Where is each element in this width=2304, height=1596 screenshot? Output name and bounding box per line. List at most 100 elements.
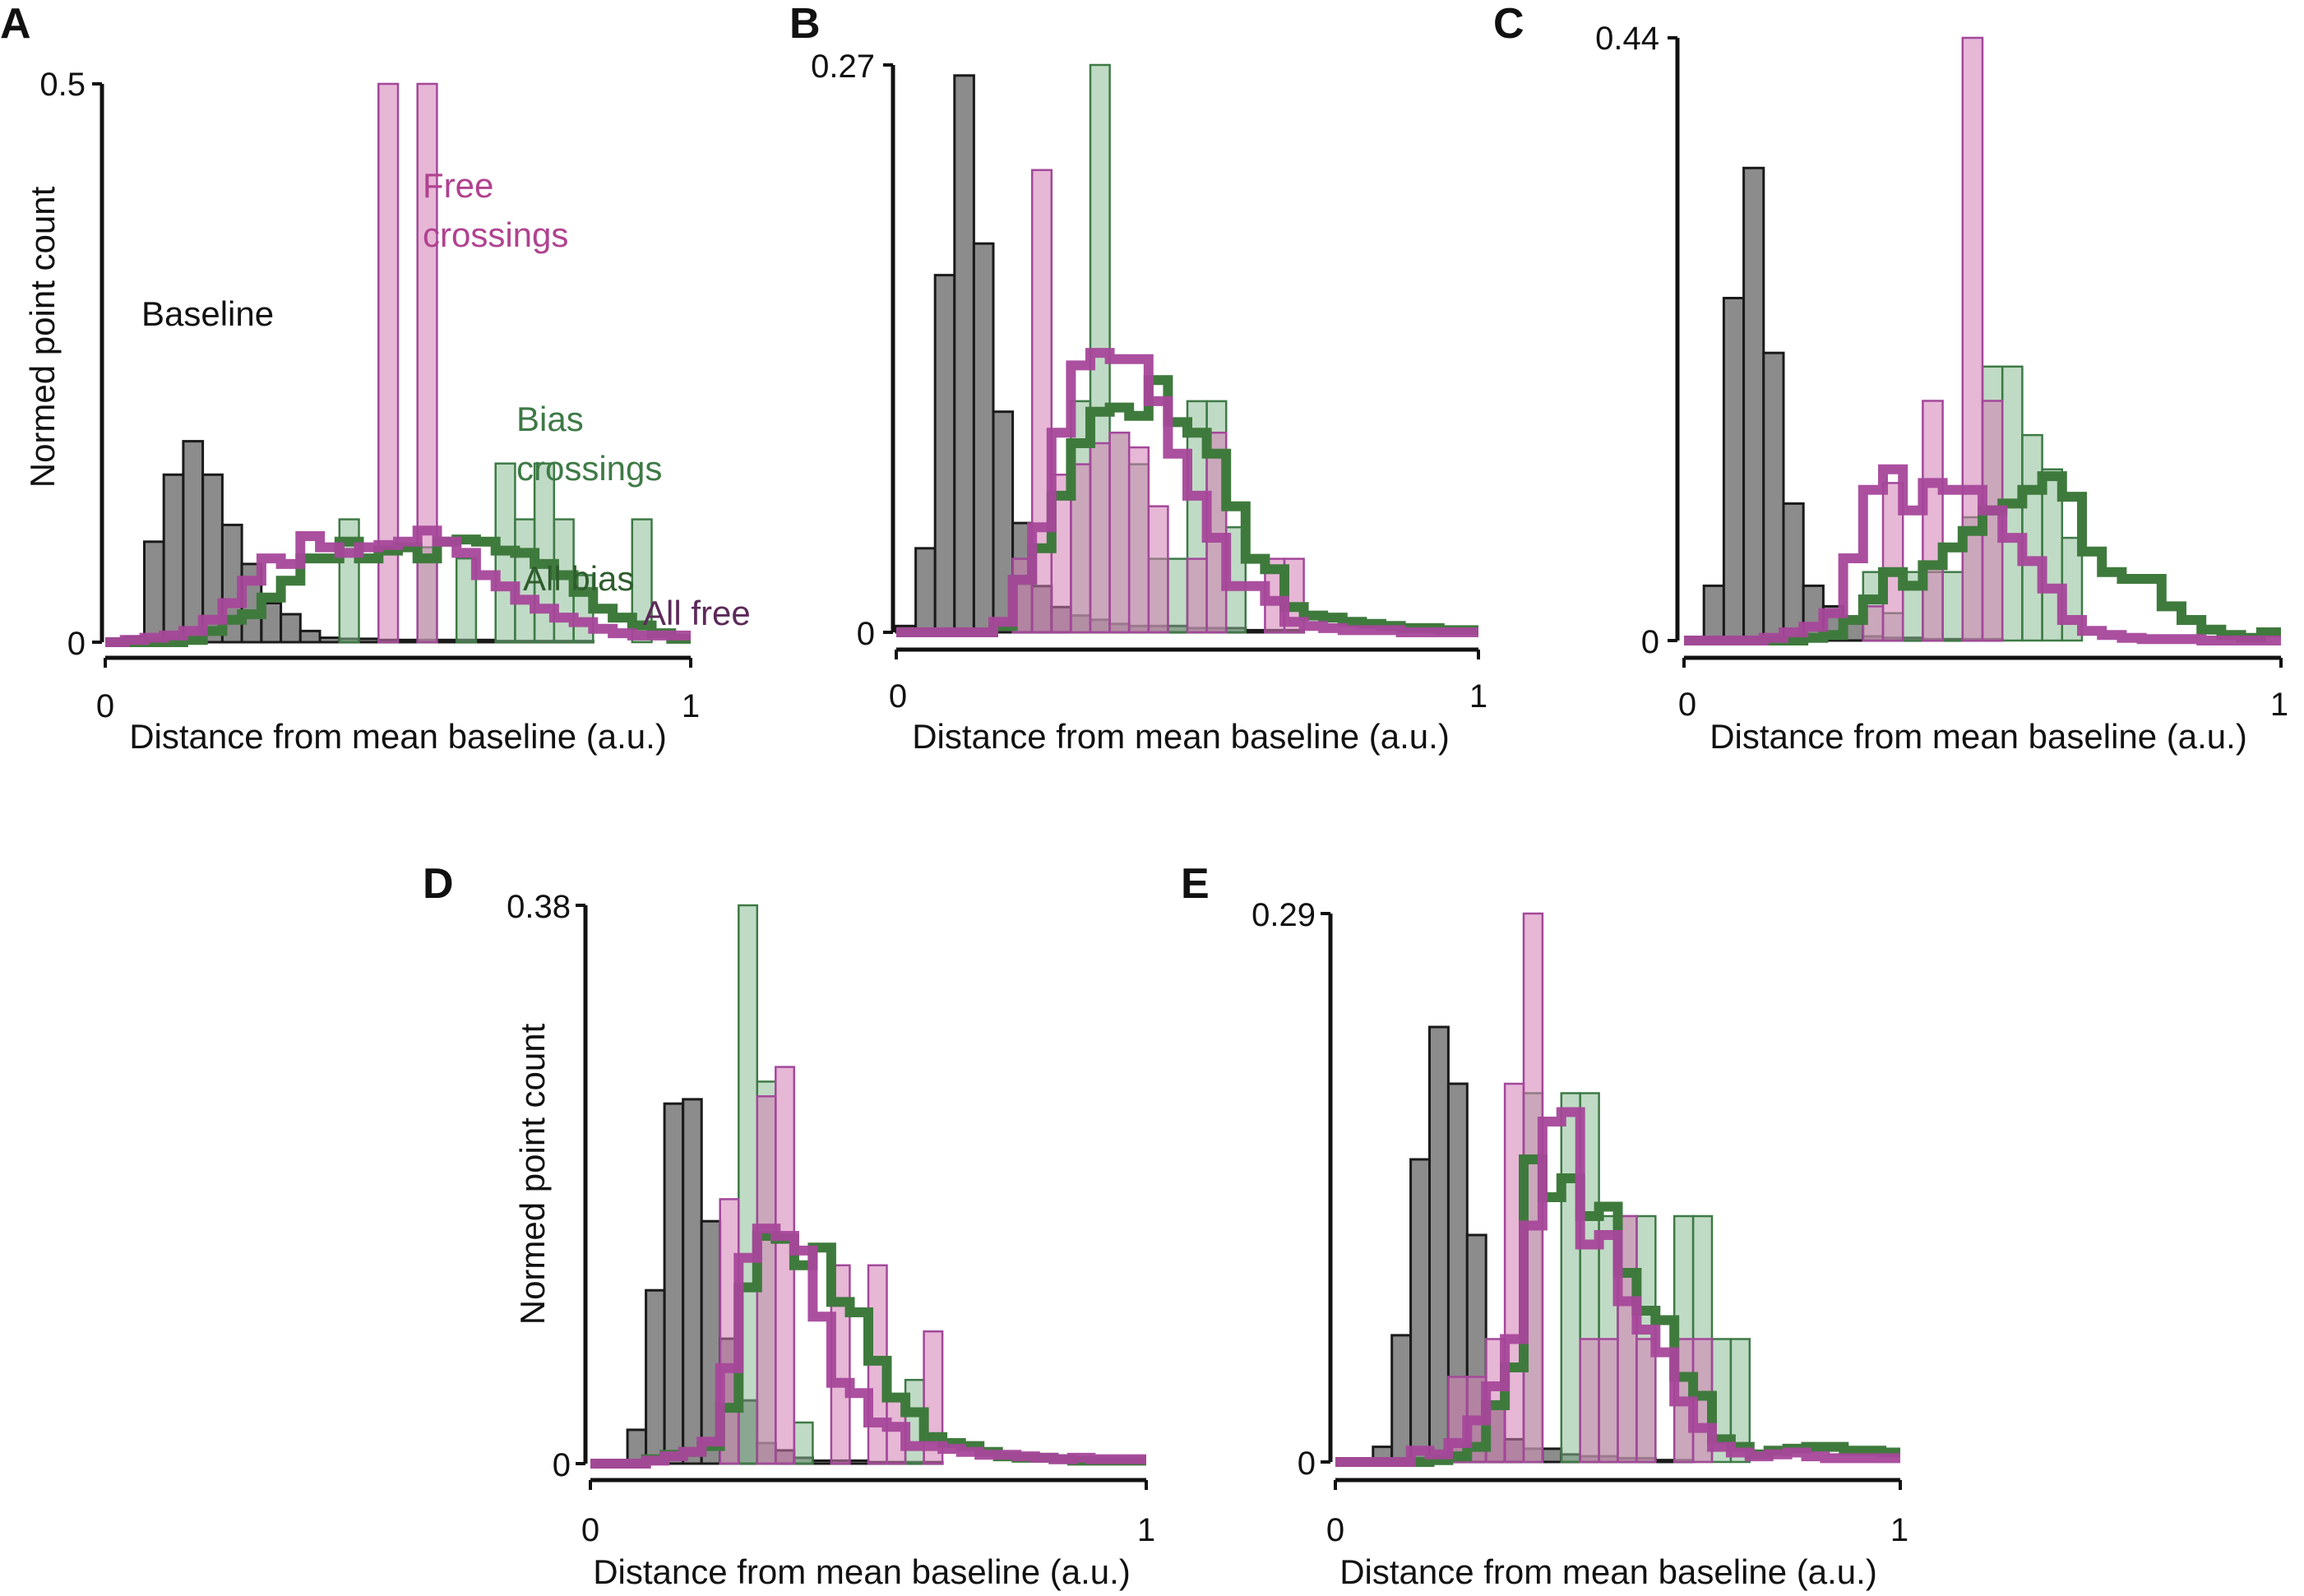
panel-a: A 0.5 0 0 1 Distance from mean baseline …	[0, 0, 751, 756]
x-axis-title: Distance from mean baseline (a.u.)	[129, 717, 667, 756]
hist-bar	[953, 74, 975, 634]
label-baseline: Baseline	[141, 294, 274, 333]
series-bias-crossings	[719, 904, 925, 1465]
hist-bar	[811, 1459, 833, 1465]
label-free-crossings-line1: Free	[423, 166, 493, 205]
panel-b: B 0.27 0 0 1 Distance from mean baseline…	[789, 0, 1487, 756]
x-tick-one: 1	[682, 688, 700, 724]
panel-letter-b: B	[789, 0, 821, 48]
hist-bar	[1722, 297, 1746, 642]
panel-d: D 0.38 0 0 1 Distance from mean baseline…	[423, 860, 1155, 1591]
step-line-all-free	[105, 525, 691, 647]
hist-bar	[1742, 166, 1765, 642]
series-free-crossings	[377, 82, 438, 644]
x-axis-title: Distance from mean baseline (a.u.)	[593, 1552, 1131, 1591]
x-tick-one: 1	[1137, 1512, 1155, 1548]
hist-bar	[1702, 584, 1725, 642]
hist-bar	[631, 518, 653, 644]
step-line-all-free	[1684, 464, 2281, 645]
x-tick-zero: 0	[1326, 1512, 1344, 1548]
hist-bar	[1541, 1447, 1563, 1464]
hist-bar	[914, 547, 937, 634]
hist-bar	[972, 242, 995, 634]
hist-bar	[933, 274, 956, 634]
hist-bar	[1108, 431, 1131, 634]
hist-bar	[1127, 446, 1150, 634]
hist-bar	[682, 1098, 703, 1465]
hist-bar	[396, 638, 419, 644]
hist-bar	[1762, 351, 1785, 642]
step-line-all-free	[1335, 1107, 1900, 1467]
y-tick-zero: 0	[1298, 1446, 1316, 1482]
x-tick-one: 1	[1469, 678, 1487, 715]
hist-bar	[1147, 505, 1169, 634]
panel-c: C 0.44 0 0 1 Distance from mean baseline…	[1493, 0, 2288, 756]
label-all-free: All free	[643, 594, 751, 632]
x-tick-one: 1	[1890, 1512, 1908, 1548]
hist-bar	[143, 540, 165, 644]
x-tick-zero: 0	[96, 688, 114, 724]
panel-letter-e: E	[1181, 860, 1210, 908]
hist-bar	[645, 1288, 666, 1465]
label-bias-crossings-line1: Bias	[516, 400, 584, 438]
hist-bar	[1167, 557, 1189, 634]
hist-bar	[1089, 442, 1111, 634]
hist-bar	[318, 636, 341, 644]
x-axis-title: Distance from mean baseline (a.u.)	[1339, 1552, 1877, 1591]
label-all-bias: All bias	[523, 559, 634, 598]
hist-bar	[1941, 571, 1964, 642]
x-tick-zero: 0	[581, 1512, 599, 1548]
step-line-all-free	[590, 1224, 1146, 1469]
panel-letter-c: C	[1493, 0, 1524, 48]
label-bias-crossings-line2: crossings	[516, 449, 662, 488]
label-free-crossings-line2: crossings	[423, 215, 568, 254]
hist-bar	[1598, 1338, 1619, 1464]
hist-bar	[1244, 628, 1266, 634]
hist-bar	[1635, 1338, 1657, 1464]
hist-bar	[1186, 557, 1208, 634]
x-axis-title: Distance from mean baseline (a.u.)	[912, 717, 1450, 756]
x-tick-zero: 0	[889, 678, 907, 715]
y-tick-top: 0.27	[811, 49, 875, 85]
hist-bar	[298, 629, 322, 644]
hist-bar	[663, 1102, 685, 1465]
hist-bar	[416, 82, 438, 644]
hist-bar	[1654, 1459, 1676, 1464]
hist-bar	[280, 613, 302, 644]
hist-bar	[377, 82, 400, 644]
hist-bar	[1428, 1025, 1450, 1464]
y-tick-zero: 0	[67, 626, 86, 662]
hist-bar	[1579, 1338, 1600, 1464]
hist-bar	[358, 637, 380, 644]
hist-bar	[1782, 502, 1805, 642]
series-baseline	[1702, 166, 2004, 642]
y-tick-zero: 0	[553, 1447, 571, 1483]
hist-bar	[793, 1421, 814, 1465]
y-tick-top: 0.44	[1595, 21, 1659, 57]
hist-bar	[1390, 1334, 1413, 1464]
hist-bar	[1409, 1158, 1431, 1464]
series-free-crossings	[1862, 36, 2004, 642]
panel-e: E 0.29 0 0 1 Distance from mean baseline…	[1181, 860, 1908, 1591]
y-tick-top: 0.38	[507, 889, 571, 925]
panel-letter-d: D	[423, 860, 454, 908]
hist-bar	[162, 473, 185, 644]
y-tick-top: 0.29	[1251, 897, 1316, 933]
y-tick-zero: 0	[1641, 624, 1659, 660]
x-axis-title: Distance from mean baseline (a.u.)	[1709, 717, 2247, 756]
hist-bar	[182, 440, 205, 644]
panel-letter-a: A	[0, 0, 31, 48]
y-axis-title: Normed point count	[513, 1023, 552, 1325]
x-tick-one: 1	[2270, 687, 2288, 723]
hist-bar	[436, 638, 458, 644]
y-tick-top: 0.5	[39, 67, 86, 103]
step-line-all-free	[896, 348, 1478, 637]
hist-bar	[1922, 400, 1944, 642]
y-tick-zero: 0	[857, 616, 875, 652]
hist-bar	[849, 1459, 870, 1465]
hist-bar	[474, 638, 497, 644]
hist-bar	[1729, 1338, 1751, 1464]
y-axis-title: Normed point count	[23, 186, 62, 488]
x-tick-zero: 0	[1678, 687, 1696, 723]
